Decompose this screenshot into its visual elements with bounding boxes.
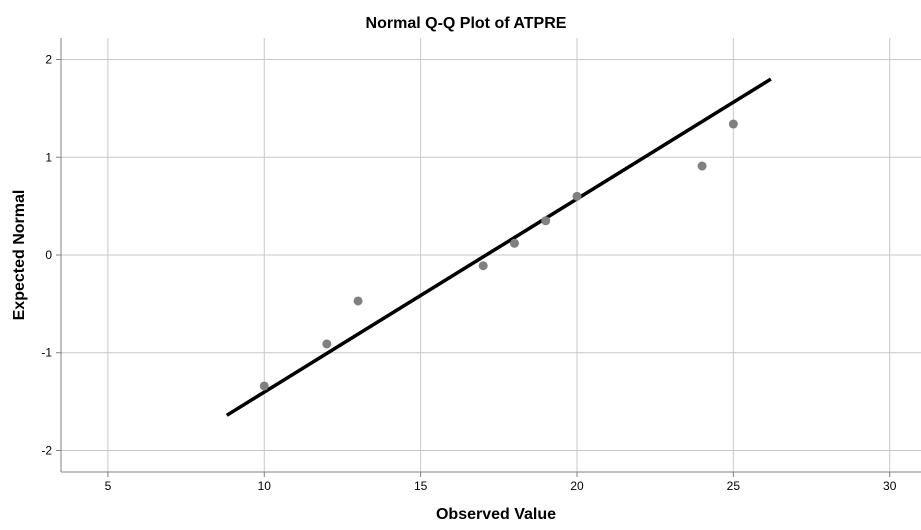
data-point [697,161,707,171]
x-tick-label: 25 [727,479,741,493]
reference-line [225,77,772,417]
x-tick-label: 15 [414,479,428,493]
x-tick-label: 5 [105,479,112,493]
data-point [478,261,488,271]
x-axis-label: Observed Value [436,506,556,523]
data-points [259,119,738,391]
reference-line-group [225,77,772,417]
data-point [541,216,551,226]
x-tick-label: 20 [570,479,584,493]
tick-labels: 5 10 15 20 25 30 -2 -1 0 1 2 [41,53,896,493]
y-tick-label: 2 [45,53,52,67]
grid-lines [61,38,921,472]
data-point [322,339,332,349]
y-tick-label: 1 [45,150,52,164]
data-point [353,296,363,306]
y-axis-label: Expected Normal [11,190,28,321]
y-tick-label: 0 [45,248,52,262]
x-tick-label: 10 [258,479,272,493]
y-tick-label: -2 [41,443,52,457]
data-point [509,238,519,248]
data-point [259,381,269,391]
data-point [572,191,582,201]
data-point [728,119,738,129]
x-tick-label: 30 [883,479,897,493]
axes [56,38,921,477]
y-tick-label: -1 [41,346,52,360]
chart-title: Normal Q-Q Plot of ATPRE [366,15,567,32]
